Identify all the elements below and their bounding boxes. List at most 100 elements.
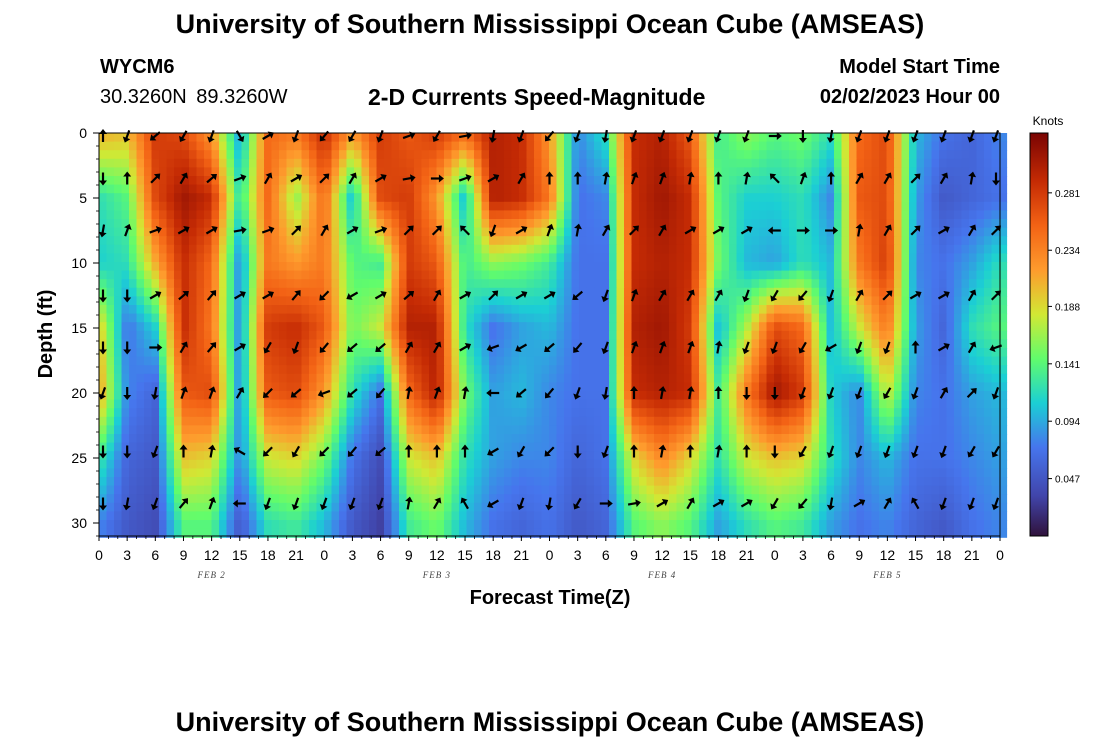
heatmap-cell xyxy=(204,348,213,358)
heatmap-cell xyxy=(601,373,610,383)
heatmap-cell xyxy=(639,296,648,306)
heatmap-cell xyxy=(316,468,325,478)
heatmap-cell xyxy=(774,399,783,409)
heatmap-cell xyxy=(466,356,475,366)
heatmap-cell xyxy=(856,244,865,254)
heatmap-cell xyxy=(226,227,235,237)
heatmap-cell xyxy=(286,296,295,306)
heatmap-cell xyxy=(601,287,610,297)
heatmap-cell xyxy=(136,339,145,349)
heatmap-cell xyxy=(691,193,700,203)
heatmap-cell xyxy=(744,244,753,254)
heatmap-cell xyxy=(586,253,595,263)
heatmap-cell xyxy=(789,236,798,246)
heatmap-cell xyxy=(369,167,378,177)
heatmap-cell xyxy=(511,459,520,469)
heatmap-cell xyxy=(714,184,723,194)
heatmap-cell xyxy=(841,279,850,289)
heatmap-cell xyxy=(969,296,978,306)
heatmap-cell xyxy=(481,356,490,366)
heatmap-cell xyxy=(369,339,378,349)
heatmap-cell xyxy=(399,150,408,160)
heatmap-cell xyxy=(744,158,753,168)
heatmap-cell xyxy=(661,227,670,237)
heatmap-cell xyxy=(879,133,888,143)
heatmap-cell xyxy=(744,330,753,340)
heatmap-cell xyxy=(376,296,385,306)
heatmap-cell xyxy=(961,425,970,435)
heatmap-cell xyxy=(189,459,198,469)
heatmap-cell xyxy=(871,373,880,383)
heatmap-cell xyxy=(241,348,250,358)
heatmap-cell xyxy=(196,348,205,358)
heatmap-cell xyxy=(571,382,580,392)
heatmap-cell xyxy=(234,477,243,487)
heatmap-cell xyxy=(384,442,393,452)
heatmap-cell xyxy=(114,287,123,297)
heatmap-cell xyxy=(661,296,670,306)
heatmap-cell xyxy=(121,442,130,452)
heatmap-cell xyxy=(496,270,505,280)
heatmap-cell xyxy=(609,408,618,418)
heatmap-cell xyxy=(631,399,640,409)
heatmap-cell xyxy=(789,296,798,306)
heatmap-cell xyxy=(916,270,925,280)
heatmap-cell xyxy=(301,442,310,452)
heatmap-cell xyxy=(976,287,985,297)
heatmap-cell xyxy=(706,477,715,487)
heatmap-cell xyxy=(474,313,483,323)
heatmap-cell xyxy=(834,313,843,323)
heatmap-cell xyxy=(129,236,138,246)
heatmap-cell xyxy=(436,193,445,203)
heatmap-cell xyxy=(789,477,798,487)
heatmap-cell xyxy=(819,244,828,254)
heatmap-cell xyxy=(684,408,693,418)
heatmap-cell xyxy=(991,348,1000,358)
heatmap-cell xyxy=(879,141,888,151)
heatmap-cell xyxy=(714,270,723,280)
heatmap-cell xyxy=(916,382,925,392)
heatmap-cell xyxy=(879,287,888,297)
heatmap-cell xyxy=(946,399,955,409)
heatmap-cell xyxy=(309,236,318,246)
heatmap-cell xyxy=(144,167,153,177)
heatmap-cell xyxy=(804,244,813,254)
heatmap-cell xyxy=(961,244,970,254)
heatmap-cell xyxy=(781,176,790,186)
heatmap-cell xyxy=(976,477,985,487)
heatmap-cell xyxy=(234,459,243,469)
heatmap-cell xyxy=(976,270,985,280)
heatmap-cell xyxy=(241,262,250,272)
heatmap-cell xyxy=(459,167,468,177)
heatmap-cell xyxy=(174,176,183,186)
heatmap-cell xyxy=(196,150,205,160)
heatmap-cell xyxy=(271,244,280,254)
heatmap-cell xyxy=(721,339,730,349)
heatmap-cell xyxy=(826,313,835,323)
heatmap-cell xyxy=(969,176,978,186)
heatmap-cell xyxy=(391,158,400,168)
heatmap-cell xyxy=(766,296,775,306)
heatmap-cell xyxy=(481,133,490,143)
heatmap-cell xyxy=(144,133,153,143)
heatmap-cell xyxy=(286,468,295,478)
heatmap-cell xyxy=(646,305,655,315)
heatmap-cell xyxy=(624,373,633,383)
heatmap-cell xyxy=(414,468,423,478)
heatmap-cell xyxy=(954,167,963,177)
heatmap-cell xyxy=(391,373,400,383)
heatmap-cell xyxy=(136,193,145,203)
heatmap-cell xyxy=(946,270,955,280)
heatmap-cell xyxy=(361,391,370,401)
heatmap-cell xyxy=(849,201,858,211)
heatmap-cell xyxy=(864,356,873,366)
heatmap-cell xyxy=(474,287,483,297)
heatmap-cell xyxy=(391,167,400,177)
heatmap-cell xyxy=(346,468,355,478)
heatmap-cell xyxy=(324,373,333,383)
heatmap-cell xyxy=(129,356,138,366)
heatmap-cell xyxy=(616,150,625,160)
heatmap-cell xyxy=(234,270,243,280)
heatmap-cell xyxy=(354,201,363,211)
heatmap-cell xyxy=(624,193,633,203)
